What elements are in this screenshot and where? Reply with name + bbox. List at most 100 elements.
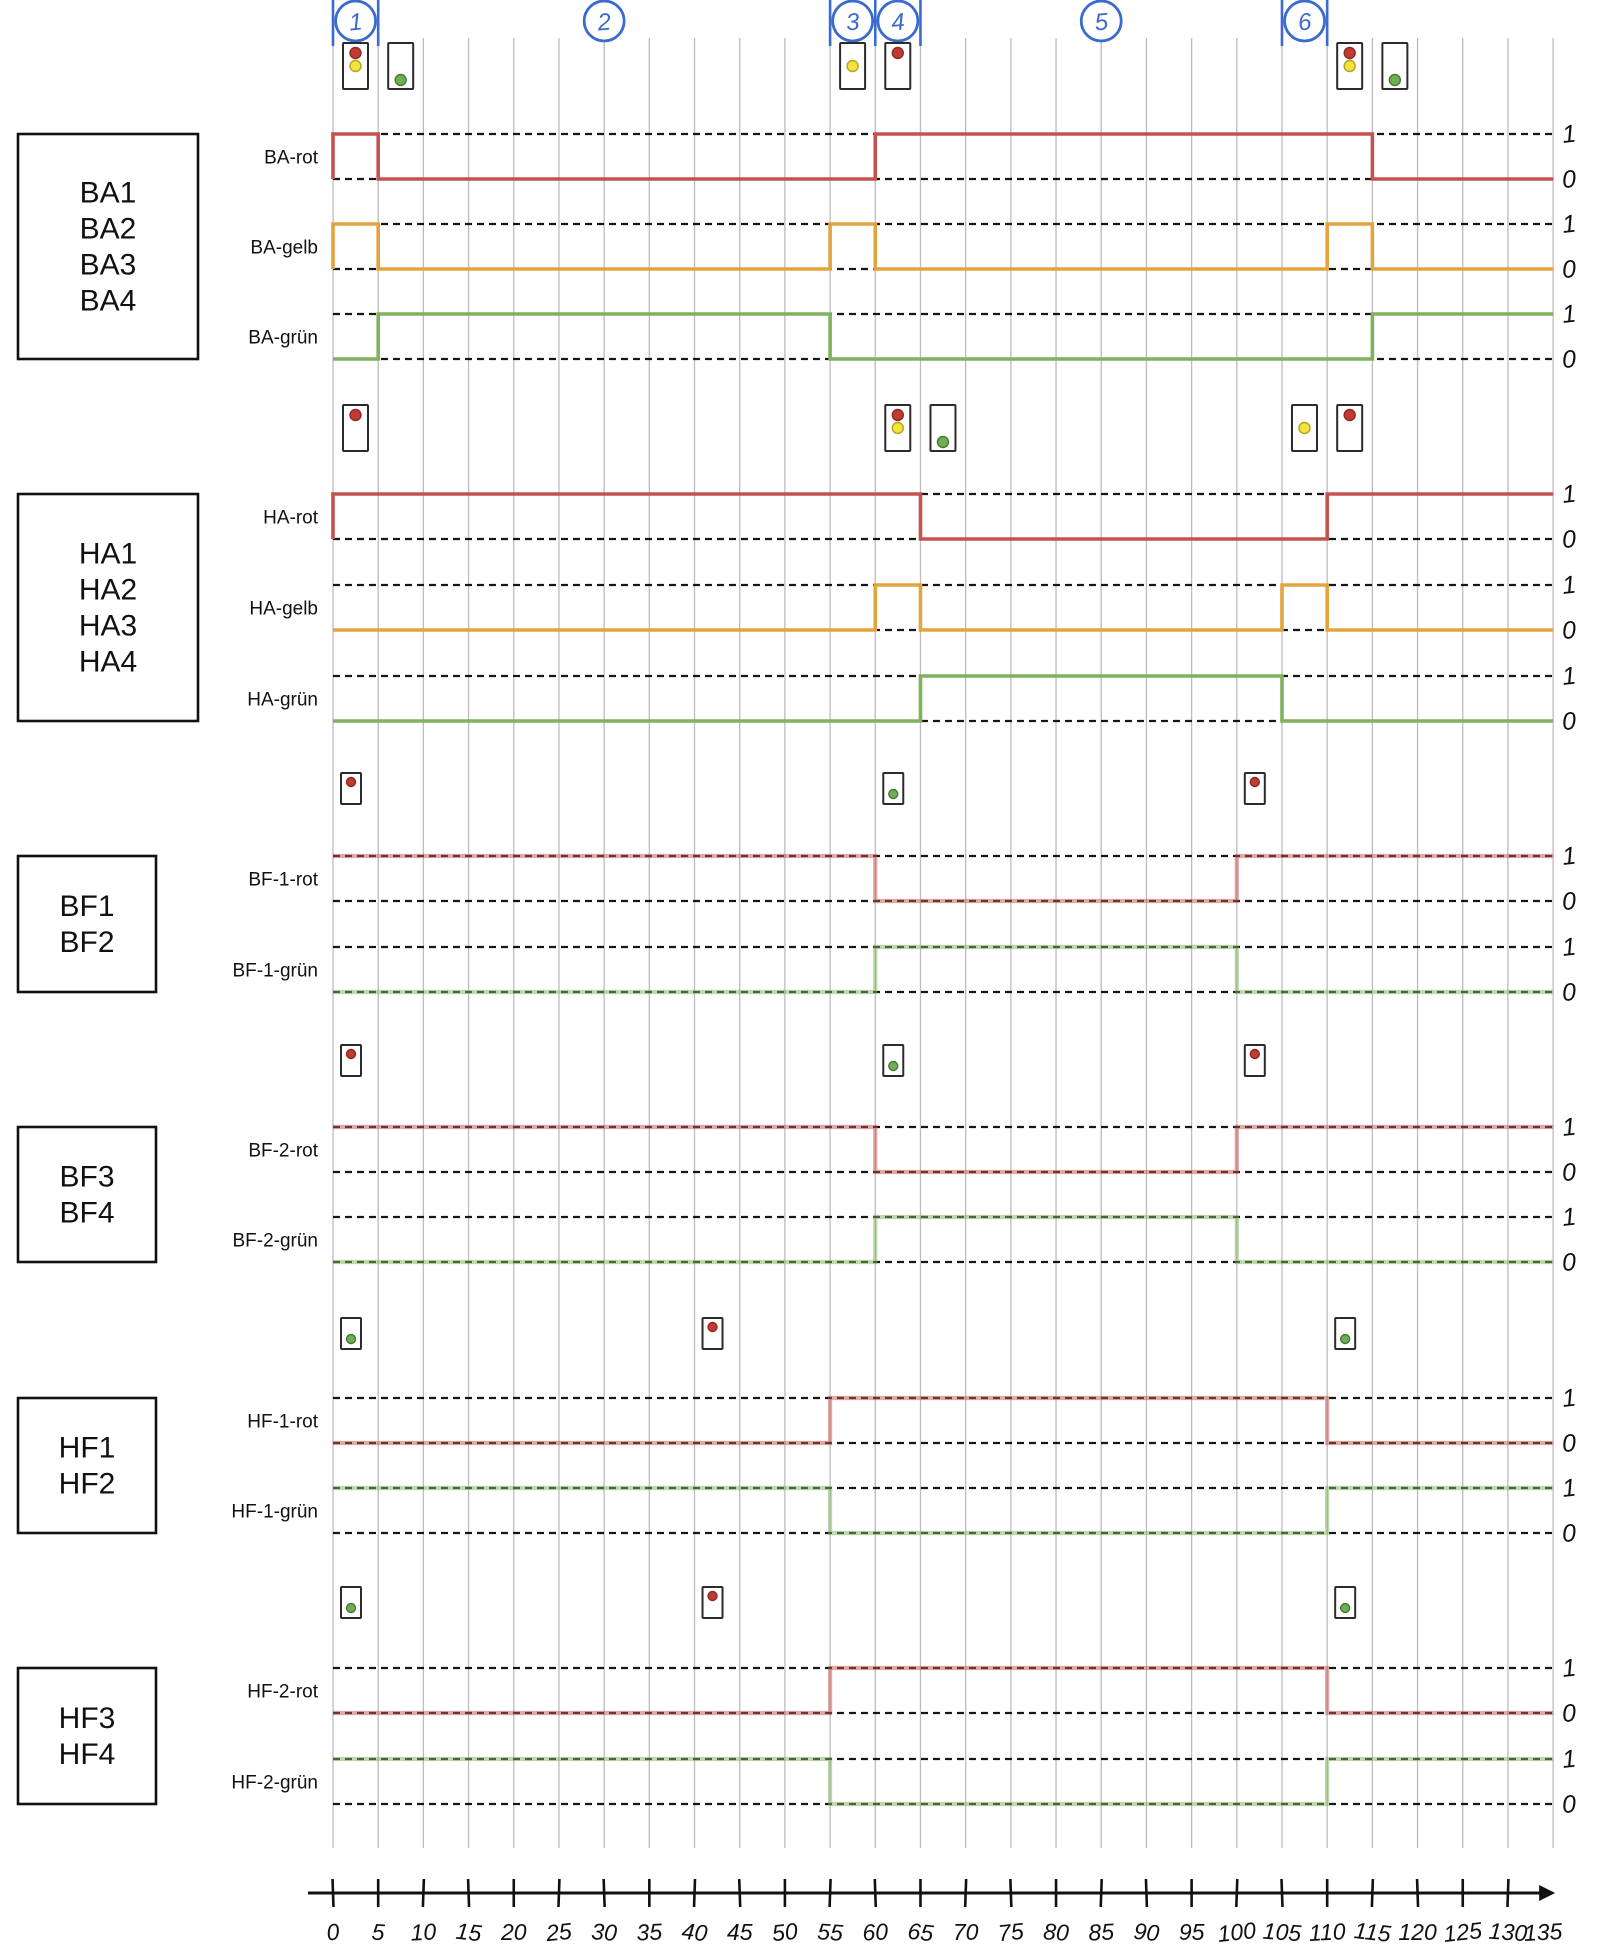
phase-number: 6: [1297, 8, 1313, 36]
signal-label: HA-gelb: [249, 599, 318, 620]
traffic-light-icon: [929, 404, 957, 452]
group-box: [16, 492, 200, 723]
axis-tick-label: 10: [410, 1918, 437, 1945]
phase-circle: [334, 0, 377, 43]
axis-tick: [963, 1878, 968, 1908]
level-high-label: 1: [1561, 933, 1578, 962]
axis-tick-label: 35: [636, 1918, 663, 1945]
group-label: BF4: [59, 1197, 114, 1230]
axis-tick-label: 40: [681, 1918, 709, 1947]
traffic-light-icon: [340, 1586, 362, 1619]
axis-tick: [331, 1878, 335, 1908]
level-low-label: 0: [1561, 1699, 1577, 1728]
axis-tick-label: 130: [1488, 1918, 1528, 1947]
level-high-label: 1: [1561, 210, 1578, 239]
level-high-label: 1: [1561, 662, 1578, 691]
signal-label: BF-2-grün: [232, 1231, 318, 1252]
axis-tick: [557, 1878, 561, 1908]
group-label: HF1: [59, 1432, 116, 1465]
axis-tick: [1370, 1878, 1375, 1908]
signal-waveform-HF-2-rot: [333, 1665, 1554, 1716]
axis-tick: [1280, 1878, 1284, 1908]
traffic-light-icon: [882, 1044, 905, 1077]
level-low-label: 0: [1561, 707, 1577, 736]
traffic-light-icon: [1334, 1317, 1357, 1350]
traffic-light-icon: [387, 42, 415, 90]
phase-circle: [582, 0, 626, 43]
group-label: BA3: [80, 249, 137, 282]
axis-tick-label: 60: [862, 1918, 889, 1945]
level-high-label: 1: [1561, 1474, 1578, 1503]
level-low-label: 0: [1561, 978, 1577, 1007]
lamp-dot-gruen: [394, 73, 407, 87]
axis-tick: [602, 1878, 606, 1908]
level-low-label: 0: [1561, 1158, 1577, 1187]
phase-number: 1: [348, 8, 364, 36]
traffic-light-icon: [1334, 1586, 1357, 1619]
axis-tick: [828, 1878, 832, 1908]
axis-tick: [1506, 1878, 1510, 1908]
axis-tick: [466, 1878, 471, 1908]
group-label: HF2: [59, 1468, 116, 1501]
signal-label: HF-2-rot: [247, 1682, 318, 1703]
axis-tick: [873, 1878, 878, 1908]
axis-tick: [692, 1878, 697, 1908]
level-low-label: 0: [1561, 616, 1577, 645]
group-label: BF2: [59, 926, 114, 959]
phase-circle: [1283, 0, 1326, 43]
level-high-label: 1: [1561, 1745, 1578, 1774]
group-label: HA1: [79, 538, 137, 571]
axis-tick-label: 100: [1216, 1917, 1257, 1947]
group-box: [16, 132, 200, 361]
lamp-dot-rot: [891, 408, 904, 422]
axis-tick: [421, 1878, 426, 1908]
signal-waveform-BF-2-grün: [333, 1214, 1554, 1265]
group-label: HF3: [59, 1702, 116, 1735]
lamp-dot-gruen: [1339, 1602, 1351, 1614]
group-box: [16, 1125, 158, 1264]
lamp-dot-gruen: [1388, 73, 1402, 87]
phase-number: 5: [1094, 8, 1110, 36]
level-low-label: 0: [1561, 1790, 1577, 1819]
level-high-label: 1: [1561, 1384, 1578, 1413]
phase-circle: [876, 0, 920, 43]
signal-waveform-HF-1-rot: [333, 1395, 1554, 1446]
traffic-light-icon: [340, 1317, 362, 1350]
group-label: BA1: [80, 177, 137, 210]
axis-tick-label: 115: [1353, 1917, 1392, 1947]
lamp-dot-rot: [707, 1590, 718, 1602]
level-low-label: 0: [1561, 345, 1577, 374]
axis-tick-label: 20: [500, 1919, 527, 1945]
axis-tick-label: 95: [1179, 1919, 1205, 1945]
signal-label: BA-rot: [264, 148, 319, 169]
signal-label: HF-1-grün: [231, 1502, 318, 1523]
axis-tick-label: 30: [591, 1918, 619, 1946]
lamp-dot-gelb: [891, 421, 904, 435]
axis-tick: [1235, 1878, 1239, 1908]
signal-label: BA-grün: [248, 328, 318, 349]
traffic-light-icon: [342, 404, 369, 452]
phase-number: 4: [890, 8, 906, 36]
traffic-light-icon: [1381, 42, 1409, 90]
level-high-label: 1: [1561, 1113, 1578, 1142]
level-low-label: 0: [1561, 165, 1577, 194]
signal-label: BA-gelb: [250, 238, 318, 259]
signal-waveform-HF-2-grün: [333, 1756, 1554, 1807]
axis-tick-label: 45: [727, 1919, 753, 1945]
level-low-label: 0: [1561, 255, 1577, 284]
lamp-dot-gelb: [846, 59, 859, 73]
group-label: BA4: [80, 285, 137, 318]
lamp-dot-rot: [1343, 46, 1356, 60]
axis-tick-label: 80: [1042, 1918, 1070, 1946]
lamp-dot-rot: [345, 776, 357, 788]
traffic-light-icon: [884, 42, 912, 90]
time-axis-arrowhead: [1539, 1885, 1556, 1901]
group-box: [16, 1666, 158, 1806]
signal-waveform-HA-grün: [333, 674, 1554, 723]
lamp-dot-rot: [349, 46, 362, 60]
group-label: HA2: [79, 574, 137, 607]
axis-tick-label: 120: [1398, 1919, 1437, 1945]
axis-tick-label: 25: [544, 1918, 573, 1947]
group-label: HA3: [79, 610, 137, 643]
